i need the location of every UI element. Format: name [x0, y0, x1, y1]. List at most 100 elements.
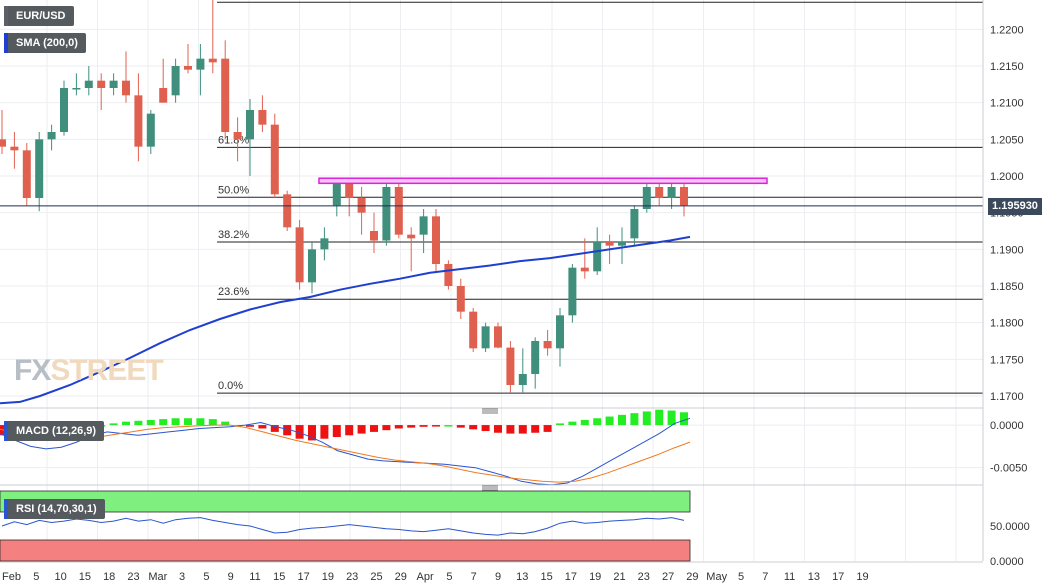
bullish-candle — [332, 183, 341, 206]
macd-histogram-bar — [580, 419, 589, 426]
x-tick-label: 11 — [784, 571, 795, 583]
bullish-candle — [246, 110, 254, 140]
x-tick-label: Mar — [148, 571, 167, 583]
x-tick-label: 19 — [589, 571, 601, 583]
x-tick-label: 5 — [33, 571, 39, 583]
macd-histogram-bar — [680, 412, 688, 426]
overlays — [0, 177, 983, 405]
x-tick-label: 18 — [103, 571, 115, 583]
bearish-candle — [0, 139, 6, 147]
fxstreet-watermark-logo: FXSTREET — [14, 354, 164, 387]
y-tick-label: 1.2150 — [990, 61, 1024, 73]
bearish-candle — [283, 194, 292, 228]
macd-histogram-bar — [345, 425, 354, 436]
macd-histogram-bar — [642, 411, 651, 426]
macd-histogram-bar — [655, 409, 664, 426]
bearish-candle — [221, 58, 230, 132]
y-tick-label: 1.2000 — [990, 171, 1024, 183]
symbol-badge[interactable]: EUR/USD — [4, 6, 74, 26]
x-tick-label: 15 — [273, 571, 285, 583]
x-tick-label: 17 — [832, 571, 844, 583]
x-tick-label: 7 — [762, 571, 768, 583]
bearish-candle — [258, 110, 267, 125]
bearish-candle — [270, 124, 279, 195]
bearish-candle — [506, 347, 515, 385]
x-tick-label: 15 — [79, 571, 91, 583]
rsi-indicator-badge[interactable]: RSI (14,70,30,1) — [4, 499, 105, 519]
macd-histogram-bar — [556, 423, 564, 426]
x-tick-label: Feb — [2, 571, 21, 583]
fibonacci-levels: 0.0%23.6%38.2%50.0%61.8% — [217, 1, 983, 394]
macd-histogram-bar — [146, 419, 155, 426]
y-tick-label: 1.1700 — [990, 391, 1024, 403]
bearish-candle — [134, 95, 143, 147]
bullish-candle — [308, 249, 316, 283]
x-tick-label: 19 — [856, 571, 868, 583]
bearish-candle — [432, 216, 440, 264]
x-tick-label: 7 — [471, 571, 477, 583]
macd-histogram-bar — [295, 425, 304, 439]
bearish-candle — [444, 264, 453, 286]
bearish-candle — [494, 326, 502, 348]
bullish-candle — [382, 187, 391, 241]
bearish-candle — [605, 242, 614, 246]
x-tick-label: 9 — [495, 571, 501, 583]
bearish-candle — [159, 88, 168, 103]
bullish-candle — [593, 242, 602, 272]
x-tick-label: 29 — [395, 571, 407, 583]
bullish-candle — [60, 88, 68, 132]
macd-histogram-bar — [419, 425, 428, 427]
bearish-candle — [233, 132, 242, 140]
bullish-candle — [642, 187, 651, 209]
bullish-candle — [35, 139, 44, 198]
panel-resize-handle[interactable] — [482, 485, 498, 491]
x-tick-label: 25 — [370, 571, 382, 583]
bullish-candle — [481, 326, 490, 349]
panel-resize-handle[interactable] — [482, 408, 498, 414]
macd-y-tick-label: 0.0000 — [990, 420, 1024, 432]
macd-histogram-bar — [196, 418, 205, 426]
bullish-candle — [171, 66, 180, 96]
panel-dividers[interactable] — [0, 407, 983, 491]
x-tick-label: 23 — [346, 571, 358, 583]
bullish-candle — [630, 209, 639, 239]
bearish-candle — [345, 183, 354, 198]
bearish-candle — [295, 227, 304, 283]
bullish-candle — [531, 341, 540, 374]
macd-histogram-bar — [407, 425, 416, 428]
bullish-candle — [84, 80, 93, 88]
bullish-candle — [556, 315, 564, 349]
macd-histogram-bar — [568, 421, 577, 426]
bearish-candle — [407, 234, 416, 239]
x-tick-label: 15 — [540, 571, 552, 583]
x-tick-label: 29 — [686, 571, 698, 583]
y-tick-label: 1.1750 — [990, 354, 1024, 366]
macd-histogram-bar — [308, 425, 316, 441]
x-tick-label: 9 — [228, 571, 234, 583]
rsi-zones — [0, 490, 691, 562]
y-tick-label: 1.1800 — [990, 318, 1024, 330]
y-tick-label: 1.1900 — [990, 244, 1024, 256]
bearish-candle — [456, 286, 465, 312]
x-tick-label: 5 — [446, 571, 452, 583]
fib-level-label: 23.6% — [218, 286, 249, 298]
macd-indicator-label: MACD (12,26,9) — [16, 425, 97, 437]
bullish-candle — [518, 374, 527, 385]
rsi-y-tick-label: 50.0000 — [990, 521, 1030, 533]
x-tick-label: Apr — [417, 571, 434, 583]
rsi-panel — [1, 517, 685, 536]
bearish-candle — [543, 341, 552, 349]
sma-indicator-badge[interactable]: SMA (200,0) — [4, 33, 86, 53]
bearish-candle — [22, 150, 31, 198]
resistance-zone — [318, 177, 768, 185]
bearish-candle — [469, 311, 478, 349]
macd-indicator-badge[interactable]: MACD (12,26,9) — [4, 421, 105, 441]
macd-histogram-bar — [518, 425, 527, 434]
bearish-candle — [394, 187, 403, 235]
bearish-candle — [122, 80, 130, 96]
x-tick-label: 13 — [808, 571, 820, 583]
macd-histogram-bar — [593, 418, 602, 426]
macd-histogram-bar — [469, 425, 478, 430]
macd-histogram-bar — [270, 425, 279, 432]
